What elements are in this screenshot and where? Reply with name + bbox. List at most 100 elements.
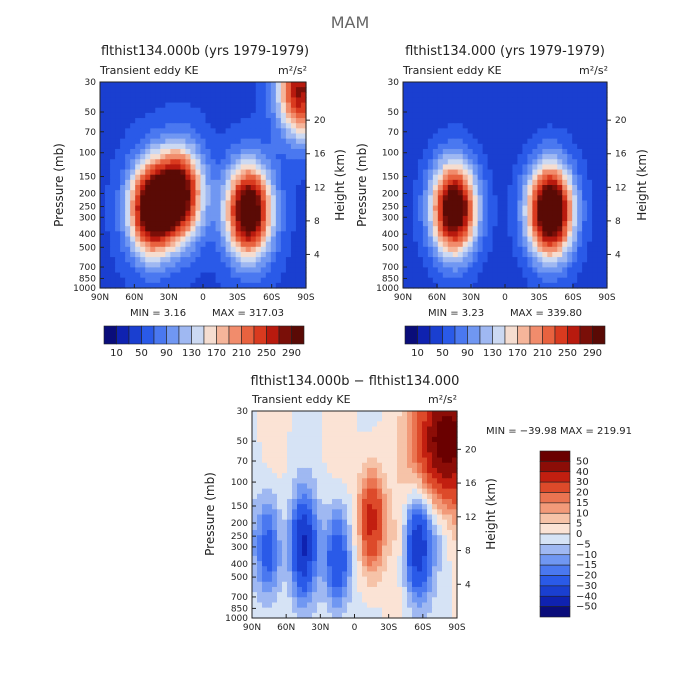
heatmap-cell <box>120 92 126 99</box>
heatmap-cell <box>280 215 287 222</box>
heatmap-cell <box>417 262 424 268</box>
heatmap-cell <box>462 277 469 284</box>
heatmap-cell <box>140 251 146 258</box>
heatmap-cell <box>267 545 273 552</box>
heatmap-cell <box>290 251 297 258</box>
heatmap-cell <box>275 102 282 109</box>
heatmap-cell <box>487 236 494 243</box>
heatmap-cell <box>587 148 593 155</box>
heatmap-cell <box>432 586 438 593</box>
heatmap-cell <box>235 221 242 227</box>
heatmap-cell <box>552 112 558 119</box>
heatmap-cell <box>547 231 553 238</box>
heatmap-cell <box>452 478 458 485</box>
heatmap-cell <box>417 267 424 274</box>
heatmap-cell <box>300 143 307 150</box>
heatmap-cell <box>422 581 428 588</box>
heatmap-cell <box>125 200 131 207</box>
heatmap-cell <box>282 530 288 536</box>
heatmap-cell <box>372 411 378 417</box>
heatmap-cell <box>327 483 333 490</box>
heatmap-cell <box>347 545 353 552</box>
heatmap-cell <box>557 200 563 207</box>
heatmap-cell <box>447 431 453 438</box>
heatmap-cell <box>130 246 136 253</box>
heatmap-cell <box>447 436 453 443</box>
heatmap-cell <box>472 112 479 119</box>
heatmap-cell <box>170 169 176 176</box>
heatmap-cell <box>140 241 146 248</box>
heatmap-cell <box>150 164 156 171</box>
heatmap-cell <box>372 535 378 541</box>
heatmap-cell <box>427 530 433 536</box>
heatmap-cell <box>417 442 423 448</box>
heatmap-cell <box>572 272 578 279</box>
heatmap-cell <box>225 236 232 243</box>
heatmap-cell <box>567 169 573 176</box>
heatmap-cell <box>457 277 464 284</box>
heatmap-cell <box>195 272 202 279</box>
heatmap-cell <box>437 586 443 593</box>
heatmap-cell <box>180 200 187 207</box>
heatmap-cell <box>547 138 553 145</box>
heatmap-cell <box>295 257 302 263</box>
heatmap-cell <box>377 426 383 433</box>
heatmap-cell <box>190 92 197 99</box>
heatmap-cell <box>160 226 166 232</box>
heatmap-cell <box>115 195 121 202</box>
heatmap-cell <box>120 107 126 114</box>
heatmap-cell <box>602 241 608 248</box>
heatmap-cell <box>252 478 258 485</box>
heatmap-cell <box>312 581 318 588</box>
heatmap-cell <box>437 411 443 417</box>
heatmap-cell <box>477 143 484 150</box>
heatmap-cell <box>262 597 268 604</box>
heatmap-cell <box>447 447 453 453</box>
heatmap-cell <box>120 190 126 196</box>
heatmap-cell <box>407 530 413 536</box>
heatmap-cell <box>130 174 136 181</box>
heatmap-cell <box>447 550 453 557</box>
heatmap-cell <box>277 493 283 500</box>
heatmap-cell <box>175 226 181 232</box>
heatmap-cell <box>195 200 202 207</box>
heatmap-cell <box>302 566 308 573</box>
heatmap-cell <box>270 154 277 160</box>
heatmap-cell <box>547 210 553 217</box>
heatmap-cell <box>110 226 116 232</box>
heatmap-cell <box>337 442 343 448</box>
heatmap-cell <box>200 231 207 238</box>
heatmap-cell <box>302 421 308 428</box>
heatmap-cell <box>422 550 428 557</box>
heatmap-cell <box>215 231 222 238</box>
heatmap-cell <box>512 179 519 186</box>
heatmap-cell <box>287 524 293 531</box>
heatmap-cell <box>322 416 328 422</box>
heatmap-cell <box>517 118 524 124</box>
heatmap-cell <box>467 102 474 109</box>
heatmap-cell <box>120 174 126 181</box>
panel-2-ylabel-right: Height (km) <box>635 149 649 220</box>
heatmap-cell <box>547 272 553 279</box>
heatmap-cell <box>577 148 583 155</box>
heatmap-cell <box>170 133 176 140</box>
heatmap-cell <box>587 128 593 135</box>
heatmap-cell <box>235 138 242 145</box>
heatmap-cell <box>120 123 126 129</box>
heatmap-cell <box>210 200 217 207</box>
heatmap-cell <box>252 416 258 422</box>
heatmap-cell <box>472 190 479 196</box>
heatmap-cell <box>267 561 273 567</box>
heatmap-cell <box>262 431 268 438</box>
heatmap-cell <box>327 561 333 567</box>
heatmap-cell <box>280 128 287 135</box>
heatmap-cell <box>432 581 438 588</box>
heatmap-cell <box>195 236 202 243</box>
heatmap-cell <box>190 190 197 196</box>
heatmap-cell <box>257 493 263 500</box>
heatmap-cell <box>377 576 383 583</box>
heatmap-cell <box>577 179 583 186</box>
heatmap-cell <box>205 148 212 155</box>
heatmap-cell <box>297 581 303 588</box>
heatmap-cell <box>497 282 504 289</box>
